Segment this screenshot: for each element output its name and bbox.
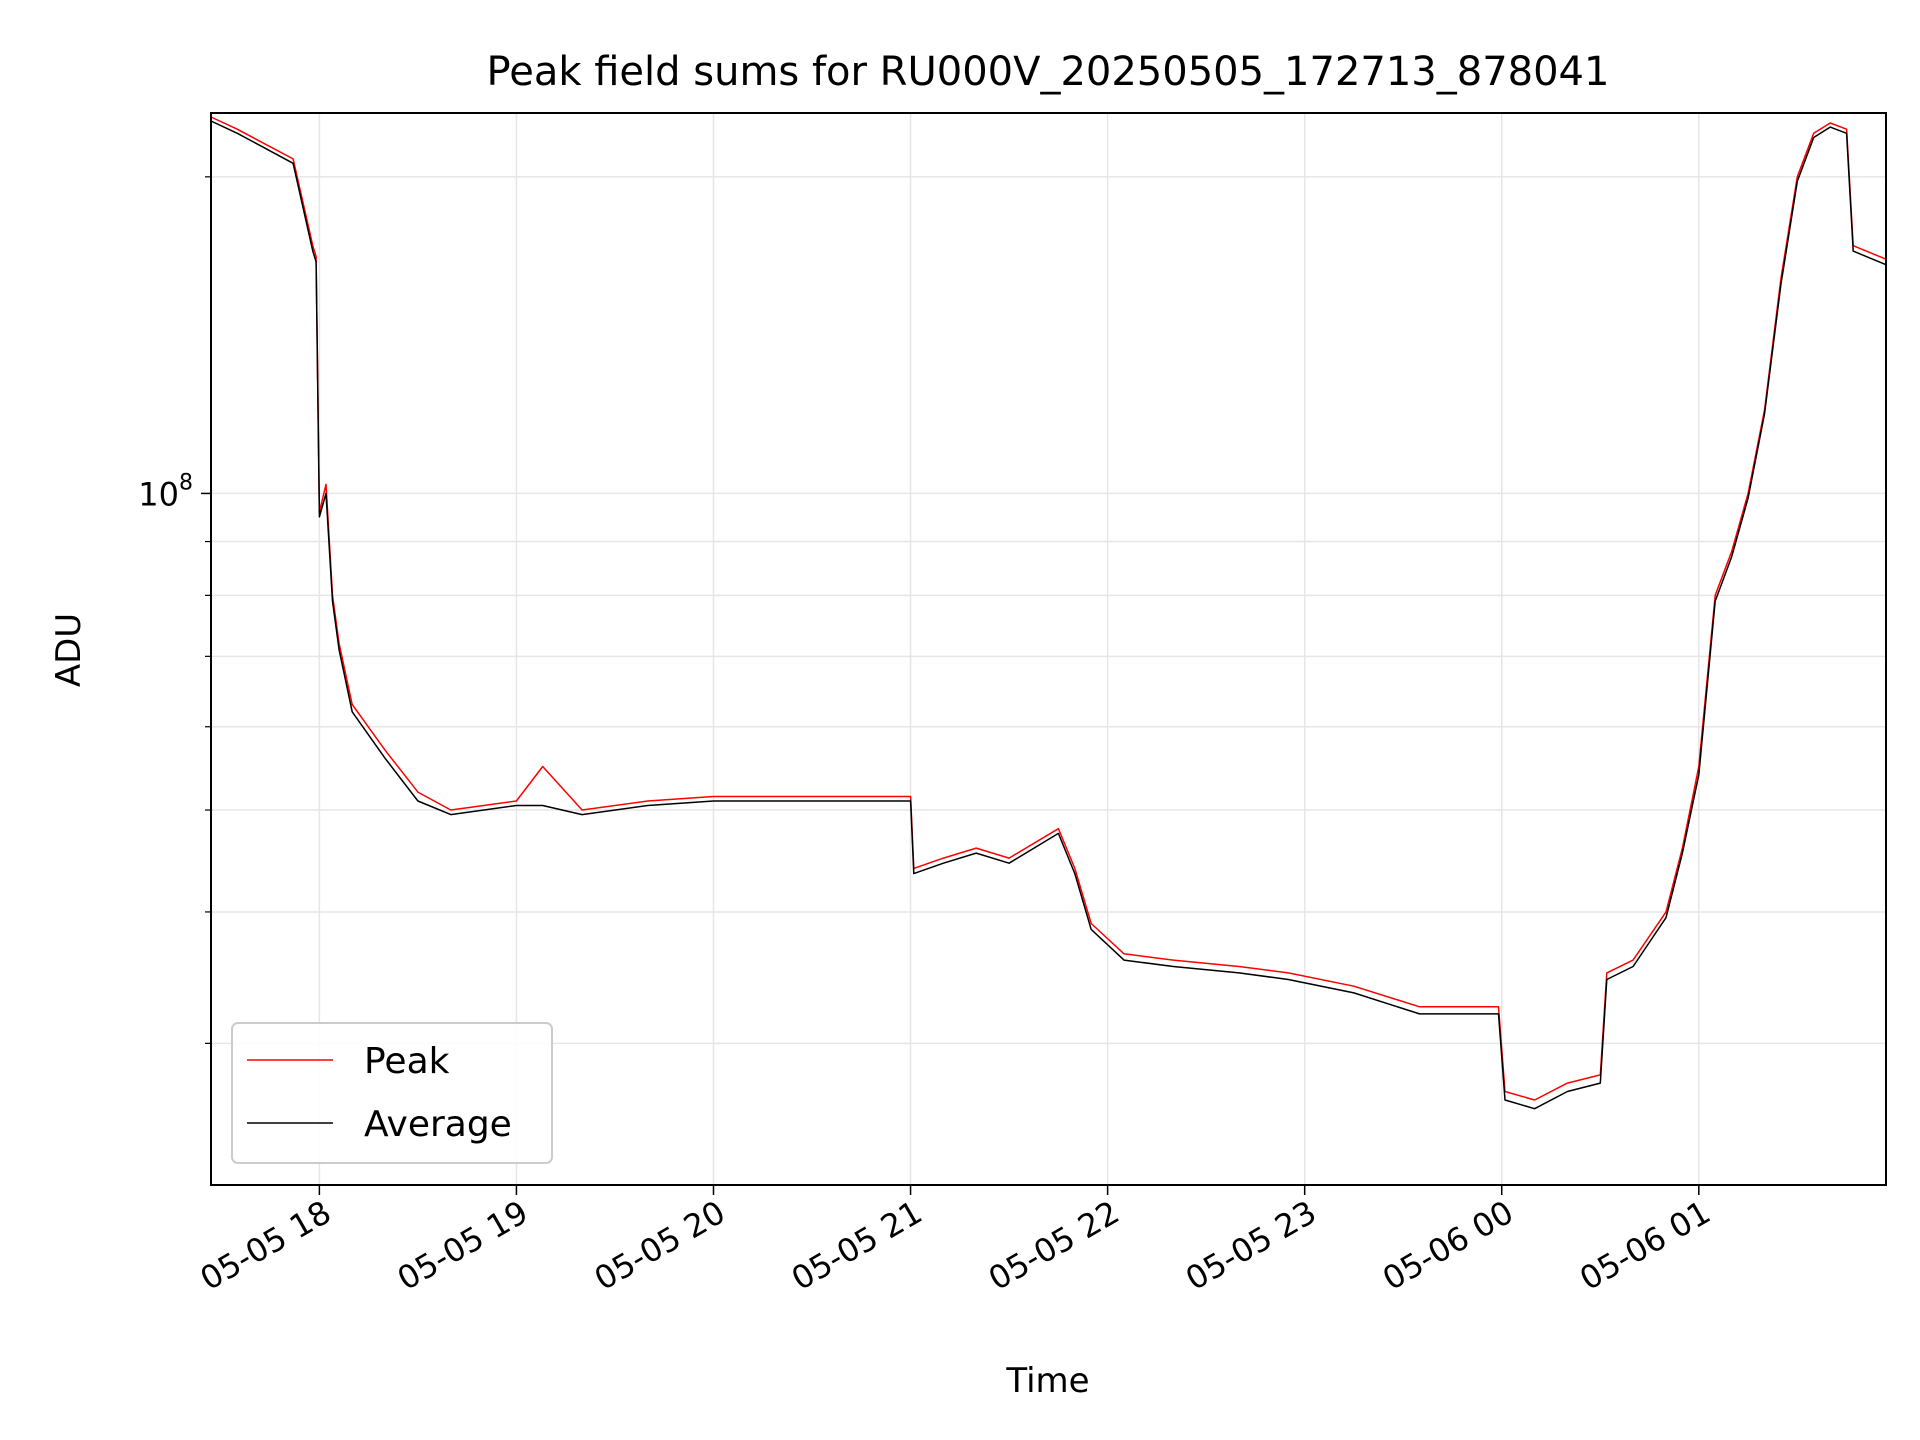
legend-peak-label: Peak [364,1041,450,1082]
series-line-average [210,120,1887,1110]
y-tick-label: 108 [138,470,193,513]
legend: Peak Average [231,1022,553,1164]
x-axis-title: Time [1005,1361,1089,1401]
plot-lines [210,116,1887,1110]
series-line-peak [210,116,1887,1101]
chart-title: Peak field sums for RU000V_20250505_1727… [487,49,1610,95]
y-axis-title: ADU [49,613,89,687]
legend-box [231,1022,553,1164]
plot-frame [210,112,1887,1186]
y-axis: 108 [138,176,211,1044]
legend-average-label: Average [364,1104,512,1145]
